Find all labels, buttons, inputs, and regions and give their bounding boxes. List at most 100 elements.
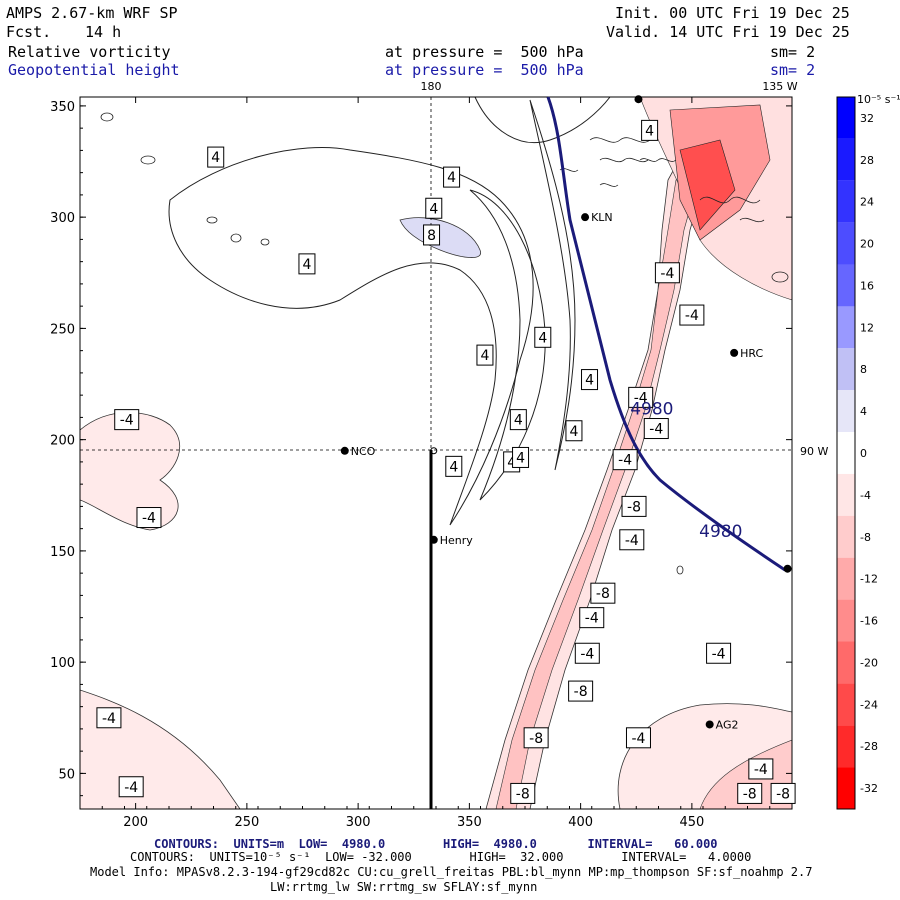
label-text: 4	[507, 455, 516, 471]
lon-label-90w: 90 W	[800, 445, 828, 458]
label-box	[568, 680, 594, 702]
label-text: 8	[427, 228, 436, 244]
field2-level: at pressure = 500 hPa	[385, 61, 584, 79]
vorticity-contour-label: -4	[579, 607, 605, 629]
colorbar-label: 0	[860, 447, 867, 460]
vorticity-contour-label: 4	[565, 420, 583, 442]
small-contour	[230, 233, 242, 243]
vorticity-contour-label: -8	[590, 582, 616, 604]
label-box	[476, 344, 494, 366]
x-tick-label: 200	[123, 815, 148, 830]
colorbar-label: -12	[860, 573, 878, 586]
station-marker	[581, 213, 590, 222]
y-tick-label: 150	[50, 545, 75, 560]
station-label: Henry	[440, 534, 474, 547]
label-text: 4	[480, 348, 489, 364]
label-text: 4	[447, 170, 456, 186]
small-contour	[100, 112, 114, 122]
small-contour	[206, 216, 218, 224]
vorticity-contour-label: -8	[510, 782, 536, 804]
pos-contour-mid	[469, 189, 546, 501]
station-marker	[730, 348, 739, 357]
label-box	[534, 326, 552, 348]
vorticity-contour-label: -4	[628, 386, 654, 408]
label-box	[509, 409, 527, 431]
small-contour	[140, 155, 156, 165]
label-box	[590, 582, 616, 604]
pos-contour-top	[474, 97, 611, 144]
vorticity-contour-label: -8	[737, 782, 763, 804]
colorbar-swatch	[837, 641, 855, 684]
station-label: KLN	[591, 211, 613, 224]
label-box	[770, 782, 796, 804]
label-text: -4	[142, 511, 156, 527]
init-time: Init. 00 UTC Fri 19 Dec 25	[615, 4, 850, 22]
colorbar-swatch	[837, 138, 855, 181]
height-contour-4980	[546, 96, 786, 572]
pos-contour-large	[168, 147, 534, 526]
label-box	[737, 782, 763, 804]
label-box	[679, 304, 705, 326]
label-text: 4	[211, 150, 220, 166]
vorticity-contour-label: 4	[512, 446, 530, 468]
intersection-marker	[430, 447, 438, 455]
label-text: -4	[124, 780, 138, 796]
label-text: -4	[649, 422, 663, 438]
label-text: -4	[631, 731, 645, 747]
colorbar-label: 20	[860, 238, 874, 251]
vorticity-contour-label: 4	[445, 455, 463, 477]
vorticity-contour-label: -4	[706, 642, 732, 664]
vorticity-contour-label: -8	[568, 680, 594, 702]
field2-smoothing: sm= 2	[770, 61, 816, 79]
model-title: AMPS 2.67-km WRF SP	[6, 4, 178, 22]
colorbar-swatch	[837, 557, 855, 600]
lon-label-180: 180	[421, 80, 442, 93]
label-box	[621, 495, 647, 517]
label-text: -8	[516, 786, 530, 802]
label-box	[96, 707, 122, 729]
colorbar-label: 4	[860, 405, 867, 418]
label-box	[423, 224, 441, 246]
label-box	[581, 369, 599, 391]
vorticity-contour-info: CONTOURS: UNITS=10⁻⁵ s⁻¹ LOW= -32.000 HI…	[130, 850, 752, 864]
vorticity-contour-label: -4	[114, 409, 140, 431]
colorbar-label: 24	[860, 196, 874, 209]
label-text: -4	[660, 266, 674, 282]
x-tick-label: 350	[457, 815, 482, 830]
label-text: -8	[627, 499, 641, 515]
vorticity-contour-label: 4	[298, 253, 316, 275]
colorbar-swatch	[837, 306, 855, 349]
y-tick-label: 100	[50, 656, 75, 671]
label-text: -8	[743, 786, 757, 802]
colorbar-swatch	[837, 432, 855, 474]
neg-vort-left-upper	[80, 412, 181, 531]
label-text: -4	[625, 533, 639, 549]
vorticity-contour-label: 8	[423, 224, 441, 246]
colorbar-label: -32	[860, 782, 878, 795]
small-contour	[260, 238, 270, 246]
label-text: 4	[516, 450, 525, 466]
colorbar-swatch	[837, 348, 855, 391]
x-tick-label: 400	[568, 815, 593, 830]
vorticity-contour-label: -4	[574, 642, 600, 664]
field1-name: Relative vorticity	[8, 43, 171, 61]
colorbar-swatch	[837, 767, 855, 809]
label-box	[641, 119, 659, 141]
height-contour-label: 4980	[630, 400, 673, 420]
label-text: 4	[585, 373, 594, 389]
station-marker	[340, 446, 349, 455]
label-text: -4	[120, 413, 134, 429]
label-text: -8	[776, 786, 790, 802]
label-text: 4	[302, 257, 311, 273]
colorbar-frame	[836, 96, 856, 810]
height-contour-info: CONTOURS: UNITS=m LOW= 4980.0 HIGH= 4980…	[154, 837, 718, 851]
colorbar: 32 28 24 20 16 12 8 4 0 -4 -8 -12 -16 -20 -24 -28 -32 10⁻…	[836, 93, 900, 810]
colorbar-swatch	[837, 390, 855, 433]
label-box	[443, 166, 461, 188]
label-box	[136, 507, 162, 529]
neg-vort-top-right-core2	[679, 139, 736, 231]
label-box	[523, 727, 549, 749]
colorbar-swatch	[837, 599, 855, 642]
station-marker	[705, 720, 714, 729]
